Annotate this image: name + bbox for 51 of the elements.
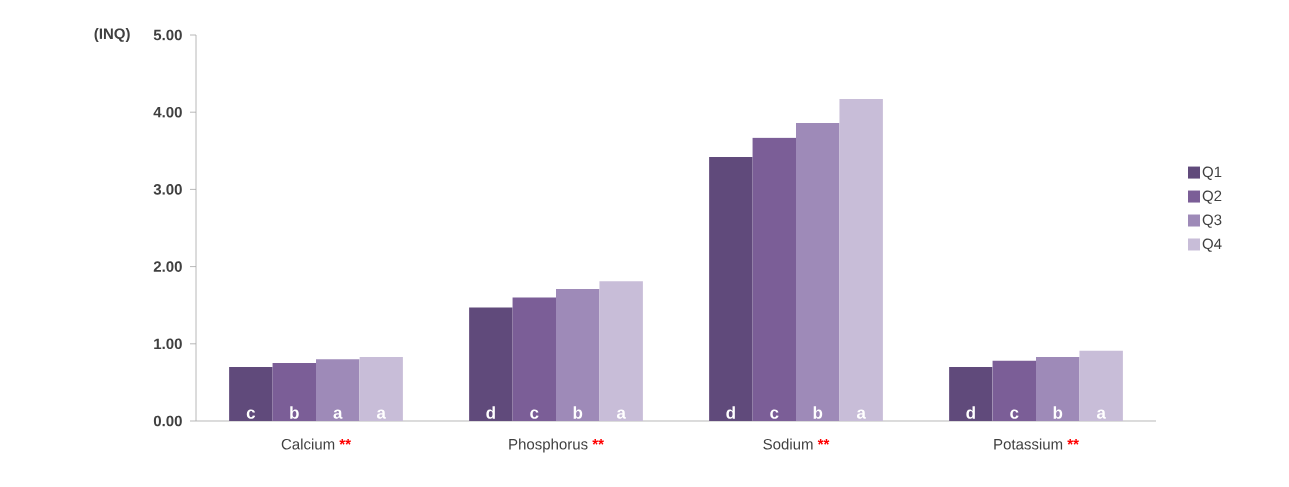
data-label: d	[726, 406, 735, 419]
bar	[949, 366, 993, 421]
bar	[359, 356, 403, 421]
bar	[272, 363, 316, 421]
text: **	[592, 439, 604, 445]
text: **	[339, 439, 351, 445]
y-tick-label: 3.00	[153, 184, 182, 195]
y-tick-label: 5.00	[153, 29, 182, 41]
data-label: c	[530, 409, 539, 419]
bar	[1036, 356, 1080, 421]
x-tick-label: Sodium	[763, 438, 813, 450]
data-label: d	[966, 406, 975, 419]
data-label: b	[813, 406, 823, 419]
data-label: a	[333, 409, 343, 419]
bar	[1079, 350, 1123, 421]
data-label: a	[616, 409, 627, 419]
bar	[556, 288, 600, 421]
bar	[469, 307, 513, 421]
bar	[992, 360, 1037, 421]
text: **	[1067, 439, 1079, 445]
data-label: c	[246, 409, 256, 419]
y-tick-label: 2.00	[153, 261, 182, 272]
data-label: a	[1096, 409, 1107, 419]
bar	[229, 366, 273, 421]
legend-label: Q1	[1202, 166, 1222, 180]
bar	[796, 123, 840, 421]
data-label: b	[290, 406, 299, 419]
bar	[512, 297, 557, 421]
y-tick-label: 4.00	[153, 106, 182, 118]
x-tick-label: Potassium	[994, 438, 1063, 450]
data-label: c	[770, 409, 779, 419]
data-label: b	[573, 406, 583, 419]
bar	[752, 137, 797, 421]
x-tick-label: Calcium	[281, 438, 335, 450]
bar	[599, 281, 643, 421]
data-label: a	[856, 409, 867, 419]
data-label: d	[486, 406, 495, 419]
y-tick-label: 0.00	[153, 415, 182, 427]
data-label: b	[1053, 406, 1063, 419]
y-tick-label: 1.00	[154, 338, 182, 350]
data-label: a	[376, 409, 386, 419]
text: **	[817, 439, 830, 445]
legend-label: Q2	[1202, 190, 1222, 204]
bar	[839, 99, 883, 421]
bar	[709, 156, 753, 421]
legend-label: Q4	[1202, 238, 1222, 252]
y-axis-title: (INQ)	[94, 28, 130, 42]
data-label: c	[1010, 409, 1019, 419]
x-tick-label: Phosphorus	[509, 438, 588, 453]
bar	[316, 359, 360, 421]
legend-label: Q3	[1202, 214, 1222, 228]
